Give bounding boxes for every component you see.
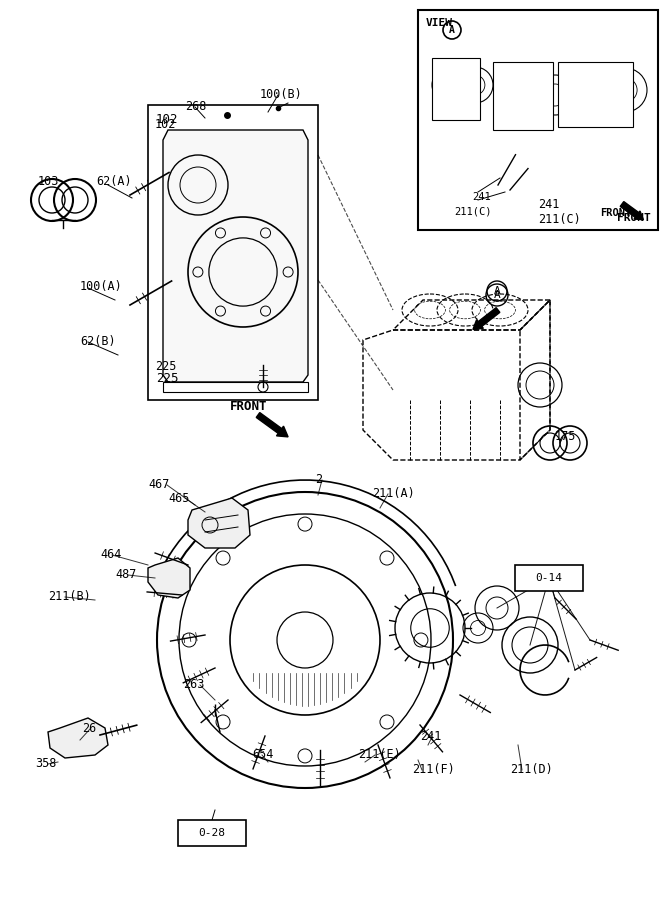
Text: 2: 2: [315, 473, 322, 486]
Text: 211(B): 211(B): [48, 590, 91, 603]
FancyArrow shape: [256, 412, 288, 436]
Bar: [515, 565, 583, 591]
Text: 175: 175: [555, 430, 576, 443]
Bar: [493, 62, 553, 130]
Text: 487: 487: [115, 568, 136, 581]
Text: 102: 102: [155, 118, 176, 131]
Text: FRONT: FRONT: [230, 400, 267, 413]
Text: FRONT: FRONT: [600, 208, 631, 218]
Text: 100(B): 100(B): [260, 88, 303, 101]
FancyArrow shape: [473, 308, 500, 329]
Text: 268: 268: [185, 100, 206, 113]
Text: 211(D): 211(D): [510, 763, 553, 776]
Text: 467: 467: [148, 478, 169, 491]
Text: 211(E): 211(E): [358, 748, 401, 761]
Bar: [558, 62, 633, 127]
Text: 0-14: 0-14: [536, 573, 562, 583]
Text: 241: 241: [472, 192, 491, 202]
Text: A: A: [494, 290, 500, 300]
FancyArrow shape: [620, 202, 644, 220]
Text: 103: 103: [38, 175, 59, 188]
Text: 211(A): 211(A): [372, 487, 415, 500]
Text: 241: 241: [538, 198, 560, 211]
Text: 102: 102: [156, 113, 179, 126]
Text: 26: 26: [82, 722, 96, 735]
Text: A: A: [494, 286, 500, 296]
Text: 241: 241: [420, 730, 442, 743]
Text: 211(C): 211(C): [538, 213, 581, 226]
Text: VIEW: VIEW: [426, 18, 453, 28]
Polygon shape: [188, 498, 250, 548]
Text: 654: 654: [252, 748, 273, 761]
Text: 211(C): 211(C): [454, 207, 492, 217]
Text: 465: 465: [168, 492, 189, 505]
Bar: [418, 10, 658, 230]
Text: A: A: [449, 25, 455, 35]
Text: 464: 464: [100, 548, 121, 561]
Polygon shape: [48, 718, 108, 758]
Text: 62(B): 62(B): [80, 335, 115, 348]
Bar: [178, 820, 246, 846]
Text: 62(A): 62(A): [96, 175, 131, 188]
Text: 0-28: 0-28: [199, 828, 225, 838]
Polygon shape: [148, 558, 190, 598]
Text: 211(F): 211(F): [412, 763, 455, 776]
Bar: [148, 105, 318, 400]
Text: 263: 263: [183, 678, 204, 691]
Text: 225: 225: [156, 372, 179, 385]
Polygon shape: [163, 130, 308, 382]
Text: FRONT: FRONT: [617, 213, 651, 223]
Text: 358: 358: [35, 757, 57, 770]
Bar: [432, 58, 480, 120]
Text: 100(A): 100(A): [80, 280, 123, 293]
Text: 225: 225: [155, 360, 176, 373]
